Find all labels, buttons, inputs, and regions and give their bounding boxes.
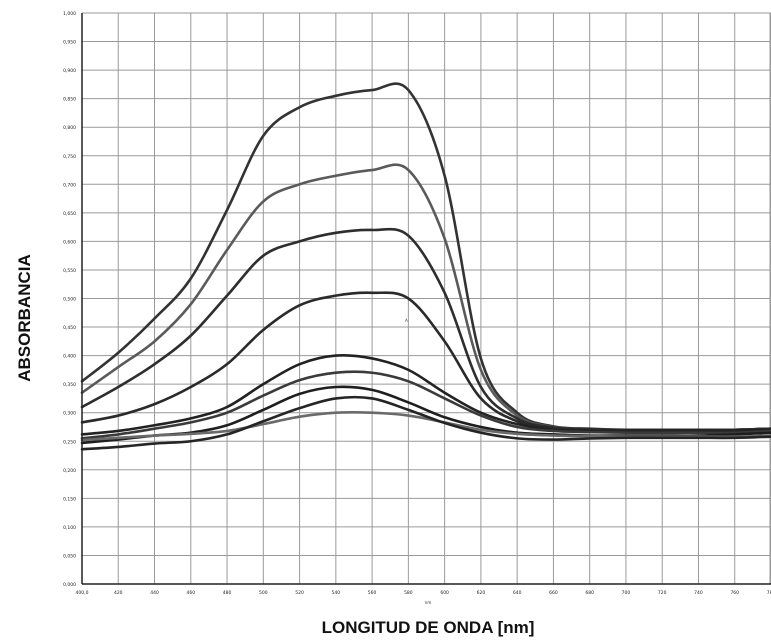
y-tick-label: 0,500: [63, 297, 76, 303]
series-group: [80, 82, 771, 451]
x-tick-label: 760: [730, 590, 739, 596]
x-tick-label: 780: [767, 590, 771, 596]
x-tick-label: 620: [477, 590, 486, 596]
y-tick-label: 0,450: [63, 325, 76, 331]
x-tick-label: 560: [368, 590, 377, 596]
x-tick-label: 540: [332, 590, 341, 596]
x-tick-label: 680: [585, 590, 594, 596]
x-tick-label: 440: [150, 590, 159, 596]
y-tick-label: 1,000: [63, 11, 76, 17]
y-tick-label: 0,950: [63, 40, 76, 46]
series-line-3: [80, 227, 771, 432]
x-axis-title: LONGITUD DE ONDA [nm]: [322, 618, 535, 637]
series-line-5: [80, 354, 771, 436]
x-tick-label: 660: [549, 590, 558, 596]
y-unit-small-label: A: [405, 318, 408, 323]
x-unit-small-label: nm: [425, 600, 432, 605]
y-tick-label: 0,100: [63, 525, 76, 531]
y-axis-title: ABSORBANCIA: [15, 254, 34, 382]
y-tick-label: 0,000: [63, 582, 76, 588]
y-tick-label: 0,200: [63, 468, 76, 474]
x-tick-label: 480: [223, 590, 232, 596]
y-tick-label: 0,050: [63, 553, 76, 559]
y-tick-label: 0,700: [63, 182, 76, 188]
series-line-9: [80, 395, 771, 451]
x-tick-label: 520: [295, 590, 304, 596]
series-line-6: [80, 370, 771, 440]
y-tick-label: 0,600: [63, 239, 76, 245]
y-tick-label: 0,250: [63, 439, 76, 445]
y-tick-label: 0,300: [63, 411, 76, 417]
axes: [81, 13, 771, 585]
x-tick-label: 600: [440, 590, 449, 596]
y-tick-label: 0,400: [63, 354, 76, 360]
grid: [81, 12, 771, 585]
x-tick-label: 420: [114, 590, 123, 596]
y-tick-label: 0,150: [63, 496, 76, 502]
x-tick-label: 720: [658, 590, 667, 596]
x-tick-labels: 400,0 420 440 460 480 500 520 540 560 580 600 620 64…: [76, 590, 771, 596]
y-tick-labels: 0,000 0,050 0,100 0,150 0,200 0,250 0,300 0,350…: [63, 11, 76, 588]
x-tick-label: 460: [186, 590, 195, 596]
y-tick-label: 0,850: [63, 97, 76, 103]
y-tick-label: 0,900: [63, 68, 76, 74]
x-tick-label: 740: [694, 590, 703, 596]
x-tick-label: 580: [404, 590, 413, 596]
y-tick-label: 0,350: [63, 382, 76, 388]
y-tick-label: 0,800: [63, 125, 76, 131]
y-tick-label: 0,750: [63, 154, 76, 160]
x-tick-label: 400,0: [76, 590, 89, 596]
x-tick-label: 640: [513, 590, 522, 596]
y-tick-label: 0,650: [63, 211, 76, 217]
x-tick-label: 700: [622, 590, 631, 596]
x-tick-label: 500: [259, 590, 268, 596]
y-tick-label: 0,550: [63, 268, 76, 274]
